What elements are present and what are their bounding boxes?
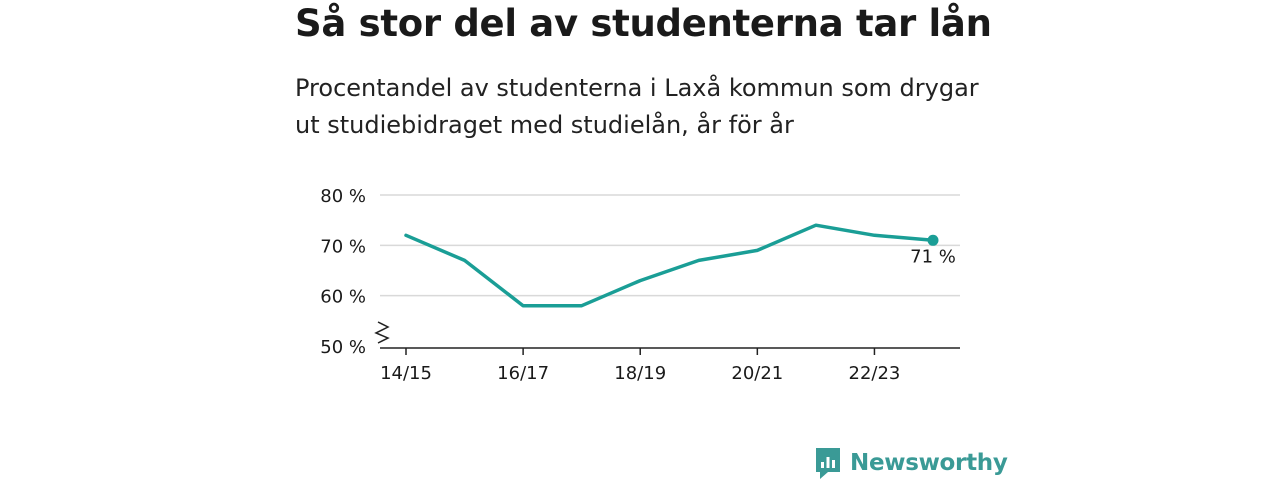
x-tick-label: 22/23 <box>849 363 901 384</box>
y-tick-label: 60 % <box>320 287 366 308</box>
series-line <box>404 223 935 308</box>
x-tick-label: 16/17 <box>497 363 549 384</box>
last-value-label: 71 % <box>910 246 956 267</box>
y-tick-label: 50 % <box>320 337 366 358</box>
axis-break-mark <box>374 321 390 344</box>
last-value-point <box>927 234 939 246</box>
x-tick-label: 18/19 <box>614 363 666 384</box>
x-tick-label: 20/21 <box>731 363 783 384</box>
y-tick-label: 70 % <box>320 236 366 257</box>
x-tick-label: 14/15 <box>380 363 432 384</box>
newsworthy-logo: Newsworthy <box>814 446 1008 480</box>
y-tick-label: 80 % <box>320 186 366 207</box>
newsworthy-logo-text: Newsworthy <box>850 450 1008 476</box>
chart-subtitle: Procentandel av studenterna i Laxå kommu… <box>295 74 979 139</box>
newsworthy-logo-icon <box>816 448 840 479</box>
chart-title: Så stor del av studenterna tar lån <box>295 2 992 45</box>
